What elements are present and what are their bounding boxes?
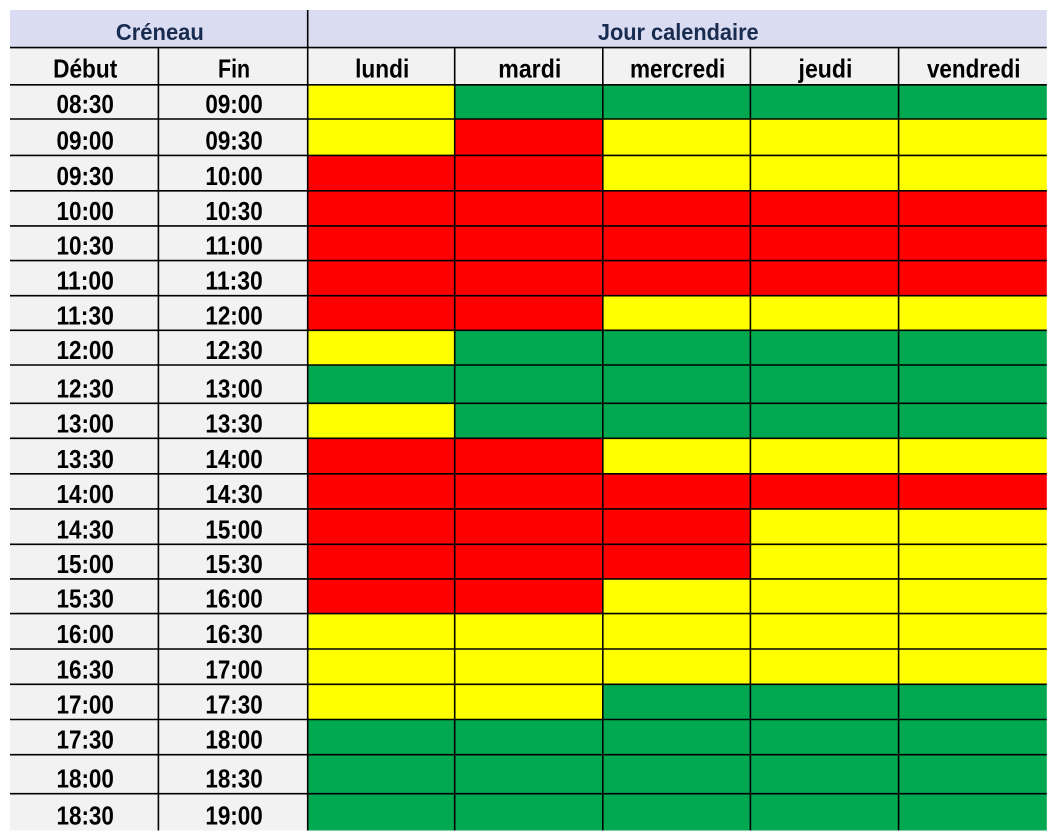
svg-text:11:30: 11:30 bbox=[56, 302, 113, 330]
svg-text:15:30: 15:30 bbox=[205, 551, 262, 579]
svg-text:13:00: 13:00 bbox=[56, 410, 113, 438]
svg-text:14:30: 14:30 bbox=[205, 481, 262, 509]
svg-text:14:00: 14:00 bbox=[56, 481, 113, 509]
svg-text:13:30: 13:30 bbox=[56, 446, 113, 474]
svg-text:15:30: 15:30 bbox=[56, 586, 113, 614]
svg-text:12:30: 12:30 bbox=[56, 375, 113, 403]
svg-text:11:00: 11:00 bbox=[56, 268, 113, 296]
svg-text:vendredi: vendredi bbox=[927, 55, 1021, 83]
svg-text:15:00: 15:00 bbox=[205, 516, 262, 544]
svg-text:12:00: 12:00 bbox=[205, 302, 262, 330]
svg-text:10:00: 10:00 bbox=[205, 163, 262, 191]
svg-text:16:00: 16:00 bbox=[205, 586, 262, 614]
svg-text:mercredi: mercredi bbox=[630, 55, 725, 83]
svg-text:Créneau: Créneau bbox=[116, 19, 204, 45]
svg-text:Début: Début bbox=[53, 55, 117, 83]
svg-text:18:00: 18:00 bbox=[205, 727, 262, 755]
svg-text:17:00: 17:00 bbox=[205, 656, 262, 684]
svg-text:mardi: mardi bbox=[498, 55, 561, 83]
svg-text:11:00: 11:00 bbox=[205, 233, 262, 261]
svg-text:16:00: 16:00 bbox=[56, 621, 113, 649]
svg-text:15:00: 15:00 bbox=[56, 551, 113, 579]
svg-text:18:30: 18:30 bbox=[56, 803, 113, 831]
svg-text:13:00: 13:00 bbox=[205, 375, 262, 403]
svg-text:10:00: 10:00 bbox=[56, 198, 113, 226]
svg-text:14:30: 14:30 bbox=[56, 516, 113, 544]
svg-text:17:30: 17:30 bbox=[205, 692, 262, 720]
svg-text:10:30: 10:30 bbox=[56, 233, 113, 261]
svg-text:09:00: 09:00 bbox=[56, 127, 113, 155]
svg-text:Jour calendaire: Jour calendaire bbox=[598, 19, 759, 45]
svg-text:lundi: lundi bbox=[355, 55, 409, 83]
svg-text:10:30: 10:30 bbox=[205, 198, 262, 226]
svg-text:12:00: 12:00 bbox=[56, 337, 113, 365]
svg-text:Fin: Fin bbox=[218, 55, 250, 83]
svg-text:18:30: 18:30 bbox=[205, 766, 262, 794]
svg-text:08:30: 08:30 bbox=[56, 91, 113, 119]
svg-text:14:00: 14:00 bbox=[205, 446, 262, 474]
svg-text:17:30: 17:30 bbox=[56, 727, 113, 755]
svg-text:16:30: 16:30 bbox=[205, 621, 262, 649]
svg-text:09:00: 09:00 bbox=[205, 91, 262, 119]
svg-text:09:30: 09:30 bbox=[205, 127, 262, 155]
svg-text:09:30: 09:30 bbox=[56, 163, 113, 191]
svg-text:17:00: 17:00 bbox=[56, 692, 113, 720]
svg-text:11:30: 11:30 bbox=[205, 268, 262, 296]
svg-text:18:00: 18:00 bbox=[56, 766, 113, 794]
svg-text:19:00: 19:00 bbox=[205, 803, 262, 831]
svg-text:12:30: 12:30 bbox=[205, 337, 262, 365]
svg-text:jeudi: jeudi bbox=[798, 55, 853, 83]
svg-text:16:30: 16:30 bbox=[56, 656, 113, 684]
svg-text:13:30: 13:30 bbox=[205, 410, 262, 438]
